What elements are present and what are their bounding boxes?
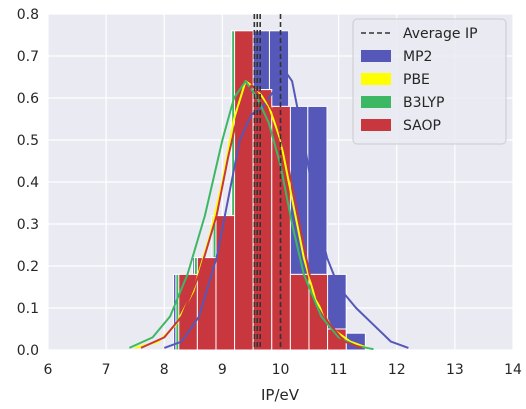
y-tick-label: 0.4 [17,175,39,191]
legend-label-pbe: PBE [403,72,430,88]
legend-swatch-b3lyp [361,96,391,108]
x-tick-labels: 6 7 8 9 10 11 12 13 14 [44,362,522,378]
x-tick-label: 6 [44,362,53,378]
average-ip-lines [253,14,282,350]
x-tick-label: 12 [388,362,406,378]
x-tick-label: 11 [330,362,348,378]
legend-box [352,18,507,145]
legend-swatch-pbe [361,73,391,85]
y-tick-label: 0.2 [17,259,39,275]
y-tick-label: 0.5 [17,133,39,149]
legend-label-saop: SAOP [403,118,441,134]
y-tick-label: 0.3 [17,217,39,233]
x-tick-label: 10 [272,362,290,378]
legend-label-b3lyp: B3LYP [403,95,444,111]
x-tick-label: 7 [102,362,111,378]
legend-swatch-mp2 [361,50,391,62]
y-tick-labels: 0.0 0.1 0.2 0.3 0.4 0.5 0.6 0.7 0.8 [17,7,39,359]
legend-label-mp2: MP2 [403,49,432,65]
x-tick-label: 14 [504,362,522,378]
x-axis-label: IP/eV [261,386,300,404]
y-tick-label: 0.8 [17,7,39,23]
y-tick-label: 0.6 [17,91,39,107]
legend: Average IP MP2 PBE B3LYP SAOP [352,18,507,145]
saop-histogram-bar [289,273,310,351]
y-tick-label: 0.0 [17,343,39,359]
y-tick-label: 0.7 [17,49,39,65]
saop-histogram-bar [234,30,254,351]
saop-histogram-bar [252,89,273,351]
y-tick-label: 0.1 [17,301,39,317]
x-tick-label: 13 [446,362,464,378]
x-tick-label: 9 [218,362,227,378]
legend-label-average-ip: Average IP [403,26,478,42]
x-tick-label: 8 [160,362,169,378]
saop-histogram-bar [215,215,236,351]
legend-swatch-saop [361,119,391,131]
